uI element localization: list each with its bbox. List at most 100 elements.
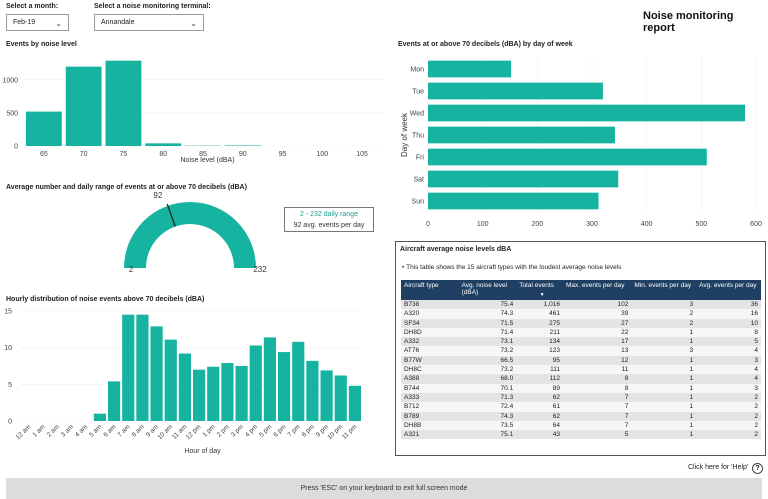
table-row[interactable]: B77W 66.5 95 12 1 3 — [401, 355, 761, 366]
table-cell: 2 — [696, 402, 761, 412]
table-row[interactable]: DH8B 73.5 64 7 1 2 — [401, 420, 761, 431]
y-tick-label: 0 — [14, 144, 18, 151]
hour-bar — [107, 381, 121, 421]
noise-bar — [65, 66, 102, 146]
hour-bar — [93, 413, 107, 421]
table-row[interactable]: A388 68.0 112 8 1 4 — [401, 374, 761, 384]
events-gauge: 92 2 232 — [124, 192, 267, 274]
table-cell: 70.1 — [458, 383, 517, 393]
x-tick-label: 4 am — [74, 423, 89, 438]
col-max-events[interactable]: Max. events per day — [562, 280, 632, 300]
col-min-events[interactable]: Min. events per day — [631, 280, 697, 300]
table-cell: 71.3 — [458, 392, 517, 403]
day-of-week-chart-title: Events at or above 70 decibels (dBA) by … — [398, 41, 573, 48]
table-cell: 4 — [696, 374, 761, 384]
x-tick-label: 100 — [477, 221, 489, 228]
table-cell: 73.2 — [458, 346, 517, 356]
gauge-needle — [166, 203, 176, 227]
table-cell: SF34 — [401, 318, 459, 328]
hour-bar — [221, 363, 234, 421]
col-total-events[interactable]: Total events ▼ — [516, 280, 563, 300]
x-tick-label: 6 am — [102, 423, 117, 438]
table-row[interactable]: B744 70.1 89 8 1 3 — [401, 383, 761, 393]
table-cell: 211 — [516, 327, 563, 338]
table-cell: 62 — [516, 411, 563, 421]
table-row[interactable]: A332 73.1 134 17 1 5 — [401, 337, 761, 347]
table-row[interactable]: SF34 71.5 275 27 2 10 — [401, 318, 761, 328]
x-tick-label: 7 am — [116, 423, 131, 438]
table-cell: 2 — [696, 392, 761, 403]
x-tick-label: 1 am — [31, 423, 46, 438]
table-cell: B712 — [401, 402, 459, 412]
y-tick-label: 0 — [8, 419, 12, 426]
x-tick-label: 2 pm — [216, 423, 231, 438]
hour-bar — [150, 326, 163, 421]
gauge-title: Average number and daily range of events… — [6, 184, 247, 191]
hour-bar — [334, 375, 347, 421]
hour-bar — [306, 360, 319, 421]
gauge-max-label: 232 — [253, 265, 267, 274]
day-bar — [428, 104, 746, 122]
x-tick-label: 2 am — [46, 423, 61, 438]
table-cell: DH8B — [401, 420, 459, 431]
table-row[interactable]: A320 74.3 461 39 2 16 — [401, 309, 761, 319]
table-cell: A332 — [401, 337, 459, 347]
table-cell: 36 — [696, 300, 761, 310]
x-tick-label: 8 am — [131, 423, 146, 438]
y-tick-label: Sat — [413, 177, 424, 184]
col-avg-events[interactable]: Avg. events per day — [696, 280, 761, 300]
table-row[interactable]: DH8D 71.4 211 22 1 8 — [401, 327, 761, 338]
hour-bar — [320, 370, 333, 421]
table-cell: 2 — [696, 411, 761, 421]
bullet-icon: • — [402, 264, 407, 271]
col-aircraft-type[interactable]: Aircraft type — [401, 280, 459, 300]
x-tick-label: 10 am — [156, 423, 174, 441]
table-cell: 64 — [516, 420, 563, 431]
x-tick-label: 85 — [199, 151, 207, 158]
table-cell: 461 — [516, 309, 563, 319]
table-cell: 4 — [696, 365, 761, 375]
terminal-dropdown[interactable]: Annandale ⌄ — [94, 14, 204, 31]
noise-bar — [224, 145, 261, 146]
col-avg-noise[interactable]: Avg. noise level (dBA) — [458, 280, 517, 300]
chevron-down-icon: ⌄ — [190, 19, 197, 28]
help-link[interactable]: Click here for 'Help' — [688, 464, 748, 471]
x-tick-label: 95 — [279, 151, 287, 158]
table-row[interactable]: B712 72.4 61 7 1 2 — [401, 402, 761, 412]
month-filter-label: Select a month: — [6, 3, 59, 10]
hour-bar — [263, 337, 277, 421]
table-cell: 2 — [631, 309, 697, 319]
day-bar — [428, 148, 707, 166]
table-row[interactable]: A333 71.3 62 7 1 2 — [401, 392, 761, 403]
help-circle-icon[interactable]: ? — [752, 463, 763, 474]
table-cell: 4 — [696, 346, 761, 356]
x-tick-label: 1 pm — [201, 423, 216, 438]
fullscreen-footer: Press 'ESC' on your keyboard to exit ful… — [6, 478, 762, 499]
table-cell: B744 — [401, 383, 459, 393]
table-row[interactable]: AT76 73.2 123 13 3 4 — [401, 346, 761, 356]
table-cell: 3 — [631, 300, 697, 310]
x-tick-label: 5 am — [88, 423, 103, 438]
table-row[interactable]: DH8C 73.2 111 11 1 4 — [401, 365, 761, 375]
hour-bar — [122, 314, 135, 421]
noise-bar — [25, 111, 62, 146]
aircraft-table-title: Aircraft average noise levels dBA — [400, 246, 512, 253]
table-row[interactable]: B738 75.4 1,016 102 3 36 — [401, 300, 761, 310]
table-cell: 2 — [631, 318, 697, 328]
month-dropdown[interactable]: Feb-19 ⌄ — [6, 14, 69, 31]
table-cell: 16 — [696, 309, 761, 319]
table-row[interactable]: A321 75.1 43 5 1 2 — [401, 430, 761, 440]
x-tick-label: 3 pm — [230, 423, 245, 438]
table-cell: B77W — [401, 355, 459, 366]
aircraft-table-note-text: This table shows the 15 aircraft types w… — [406, 264, 622, 271]
x-tick-label: 100 — [316, 151, 328, 158]
x-tick-label: 200 — [531, 221, 543, 228]
gauge-range-text: 2 - 232 daily range — [300, 211, 358, 218]
table-cell: 123 — [516, 346, 563, 356]
table-cell: 43 — [516, 430, 563, 440]
table-cell: 1 — [631, 430, 697, 440]
table-cell: 1,016 — [516, 300, 563, 310]
table-row[interactable]: B789 74.3 62 7 1 2 — [401, 411, 761, 421]
x-tick-label: 7 pm — [286, 423, 301, 438]
